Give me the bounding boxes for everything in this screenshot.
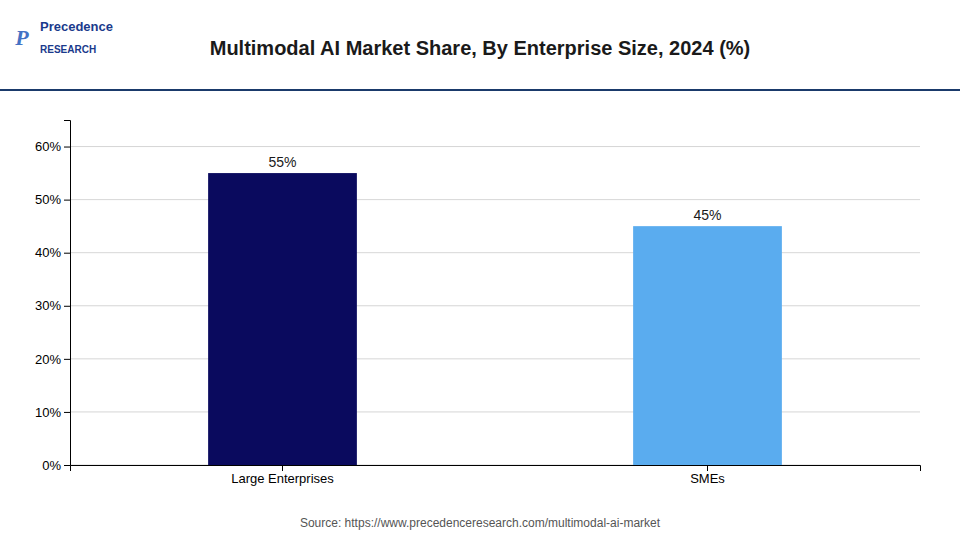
- tick-mark: [64, 465, 70, 466]
- data-label: 55%: [268, 154, 296, 170]
- y-tick: 30%: [35, 298, 70, 313]
- grid-line: [70, 146, 920, 147]
- tick-mark: [282, 465, 283, 471]
- data-label: 45%: [693, 207, 721, 223]
- y-tick: 60%: [35, 139, 70, 154]
- tick-label: 50%: [35, 192, 61, 207]
- tick-label: 0%: [42, 458, 61, 473]
- bars: [208, 173, 782, 465]
- tick-label: 10%: [35, 405, 61, 420]
- chart: Multimodal AI Market Share, By Enterpris…: [0, 0, 960, 540]
- tick-mark: [64, 359, 70, 360]
- axis-line: [64, 121, 71, 466]
- x-axis: Large Enterprises SMEs: [71, 465, 921, 486]
- tick-label: 60%: [35, 139, 61, 154]
- tick-label: 40%: [35, 245, 61, 260]
- y-tick: 10%: [35, 405, 70, 420]
- logo-text: P: [14, 25, 29, 50]
- tick-mark: [707, 465, 708, 471]
- y-axis: 0% 10% 20% 30% 40% 50% 60%: [35, 121, 71, 473]
- y-tick: 40%: [35, 245, 70, 260]
- tick-label: Large Enterprises: [231, 471, 334, 486]
- logo-text: RESEARCH: [40, 44, 96, 55]
- tick-mark: [64, 147, 70, 148]
- y-tick: 20%: [35, 352, 70, 367]
- grid-line: [70, 305, 920, 306]
- grid-line: [70, 411, 920, 412]
- tick-mark: [64, 200, 70, 201]
- x-tick: SMEs: [690, 465, 725, 486]
- tick-mark: [64, 253, 70, 254]
- bar: [208, 173, 357, 465]
- tick-mark: [64, 306, 70, 307]
- x-tick: Large Enterprises: [231, 465, 334, 486]
- tick-label: 20%: [35, 352, 61, 367]
- grid: [70, 147, 920, 465]
- axis-line: [71, 466, 921, 472]
- title: Multimodal AI Market Share, By Enterpris…: [210, 37, 751, 59]
- grid-line: [70, 252, 920, 253]
- data-labels: 55% 45%: [268, 154, 721, 223]
- plot: 0% 10% 20% 30% 40% 50% 60% Large Enterprises SME…: [35, 121, 921, 487]
- tick-label: 30%: [35, 298, 61, 313]
- logo-text: Precedence: [40, 19, 113, 34]
- bar: [633, 226, 782, 465]
- header-line: [0, 89, 960, 91]
- grid-line: [70, 199, 920, 200]
- source: Source: https://www.precedenceresearch.c…: [300, 516, 661, 530]
- y-tick: 50%: [35, 192, 70, 207]
- tick-mark: [64, 412, 70, 413]
- y-tick: 0%: [42, 458, 70, 473]
- grid-line: [70, 358, 920, 359]
- tick-label: SMEs: [690, 471, 725, 486]
